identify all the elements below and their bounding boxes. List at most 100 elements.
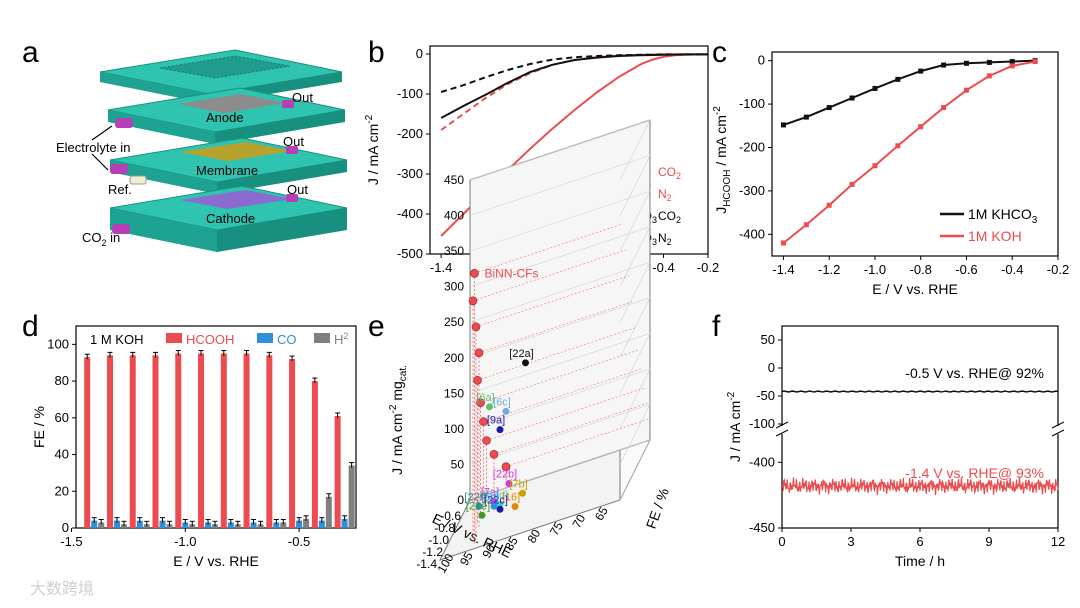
z-gridline — [469, 403, 651, 465]
ref-label: [5c] — [481, 491, 499, 503]
label-co2-in: CO2 in — [82, 230, 120, 248]
reference-port — [129, 175, 147, 185]
out-port-2 — [286, 146, 298, 154]
y-tick-label: 100 — [47, 336, 69, 351]
y-tick-label: -50 — [756, 388, 775, 403]
x-axis-label: E / V vs. RHE — [173, 553, 259, 569]
bar-co — [341, 518, 348, 528]
bar-h — [303, 518, 310, 528]
x-tick-label: 12 — [1051, 534, 1065, 549]
anode-plate-side — [108, 110, 215, 144]
data-point — [941, 62, 947, 68]
data-point-ref — [522, 359, 529, 367]
data-point — [1032, 59, 1038, 65]
legend-gas: N — [658, 231, 667, 245]
data-point-ref — [511, 502, 519, 510]
cell-schematic: Anode Membrane Cathode Out Out Out Elect… — [56, 49, 348, 252]
fe-axis-label: FE / % — [643, 486, 672, 531]
series-line-1 — [782, 60, 1036, 244]
data-point — [895, 76, 901, 82]
co2-text: CO — [82, 230, 102, 245]
axis-break-right-2 — [1051, 429, 1065, 437]
y-tick-label: -300 — [739, 183, 765, 198]
arrow-electrolyte-2 — [91, 153, 109, 171]
label-membrane: Membrane — [196, 163, 258, 178]
flow-field — [159, 55, 291, 79]
y-tick-label: -450 — [749, 520, 775, 535]
y-axis-label: JHCOOH / mA cm-2 — [712, 106, 733, 214]
data-point — [986, 73, 992, 79]
label-out-1: Out — [292, 90, 313, 105]
legend-label: CO — [277, 332, 297, 347]
e-tick-label: -1.0 — [428, 533, 449, 547]
y-tick-label: -400 — [749, 454, 775, 469]
legend-label-sub: 3 — [652, 215, 657, 225]
anode-plate-side2 — [215, 110, 345, 144]
label-anode: Anode — [206, 110, 244, 125]
panel-label-c: c — [712, 36, 727, 69]
bar-hcooh — [220, 353, 227, 528]
z-axis-label: J / mA cm-2 mgcat. — [388, 365, 409, 475]
z-tick-label: 50 — [451, 457, 465, 471]
z-gridline — [469, 119, 651, 181]
y-axis-label-sup: -2 — [726, 391, 737, 400]
data-point — [918, 68, 924, 74]
x-tick-label: -0.6 — [955, 262, 977, 277]
legend-label: HCOOH — [186, 332, 234, 347]
y-axis-label-text: J / mA cm — [727, 401, 743, 462]
z-tick-label: 300 — [444, 280, 464, 294]
z-tick-label: 450 — [444, 173, 464, 187]
ref-label: [22a] — [509, 348, 533, 360]
bar-hcooh — [266, 355, 273, 528]
z-gridline — [469, 368, 651, 430]
data-point-binn — [501, 462, 511, 471]
x-tick-label: 0 — [778, 534, 785, 549]
ref-label: [16] — [502, 491, 520, 503]
y-tick-label: -400 — [739, 226, 765, 241]
series-line-1 — [440, 53, 708, 131]
bar-hcooh — [198, 353, 205, 528]
panel-c-chart: -1.4 -1.2 -1.0 -0.8 -0.6 -0.4 -0.2 0 -100 -200 -30… — [712, 51, 1069, 297]
ref-label: [9a] — [487, 415, 505, 427]
legend-entry-0: HCOOH — [186, 332, 234, 347]
data-point-binn — [479, 417, 488, 426]
z-gridline — [469, 190, 651, 252]
x-tick-label: -0.2 — [1047, 262, 1069, 277]
z-axis-label-sub: cat. — [398, 365, 409, 381]
bar-hcooh — [334, 415, 341, 528]
label-out-2: Out — [283, 134, 304, 149]
bar-hcooh — [152, 355, 159, 528]
y-tick-label: -100 — [749, 416, 775, 431]
y-tick-label: 0 — [62, 520, 69, 535]
bar-co — [159, 520, 166, 528]
bar-co — [205, 522, 212, 528]
bar-hcooh — [84, 357, 91, 528]
co2-sub: 2 — [102, 238, 107, 248]
electrolyte-port-top — [115, 118, 133, 128]
data-point-ref — [519, 489, 526, 497]
data-point — [963, 60, 969, 66]
legend-gas-sub: 2 — [676, 215, 681, 225]
bar-co — [113, 520, 120, 528]
fe-tick-label: 90 — [479, 542, 498, 561]
data-point — [986, 59, 992, 65]
bar-co — [227, 522, 234, 528]
y-axis-label: J / mA cm-2 — [726, 391, 743, 462]
z-axis-label-mid: mg — [389, 381, 405, 404]
data-point — [826, 202, 832, 208]
legend-entry-1: 1M KOH — [968, 228, 1022, 244]
fe-tick-label: 85 — [502, 534, 521, 553]
cathode-electrode — [180, 190, 292, 209]
y-tick-label: -300 — [397, 166, 423, 181]
data-point — [849, 95, 855, 101]
legend-label: H — [334, 332, 343, 347]
axis-break-right-1 — [1051, 421, 1065, 429]
z-tick-label: 0 — [457, 493, 464, 507]
z-tick-label: 150 — [444, 386, 464, 400]
data-point — [1009, 63, 1015, 69]
fe-tick-label: 95 — [457, 549, 476, 568]
bar-hcooh — [175, 353, 182, 528]
bar-hcooh — [289, 359, 296, 528]
data-point — [941, 105, 947, 111]
